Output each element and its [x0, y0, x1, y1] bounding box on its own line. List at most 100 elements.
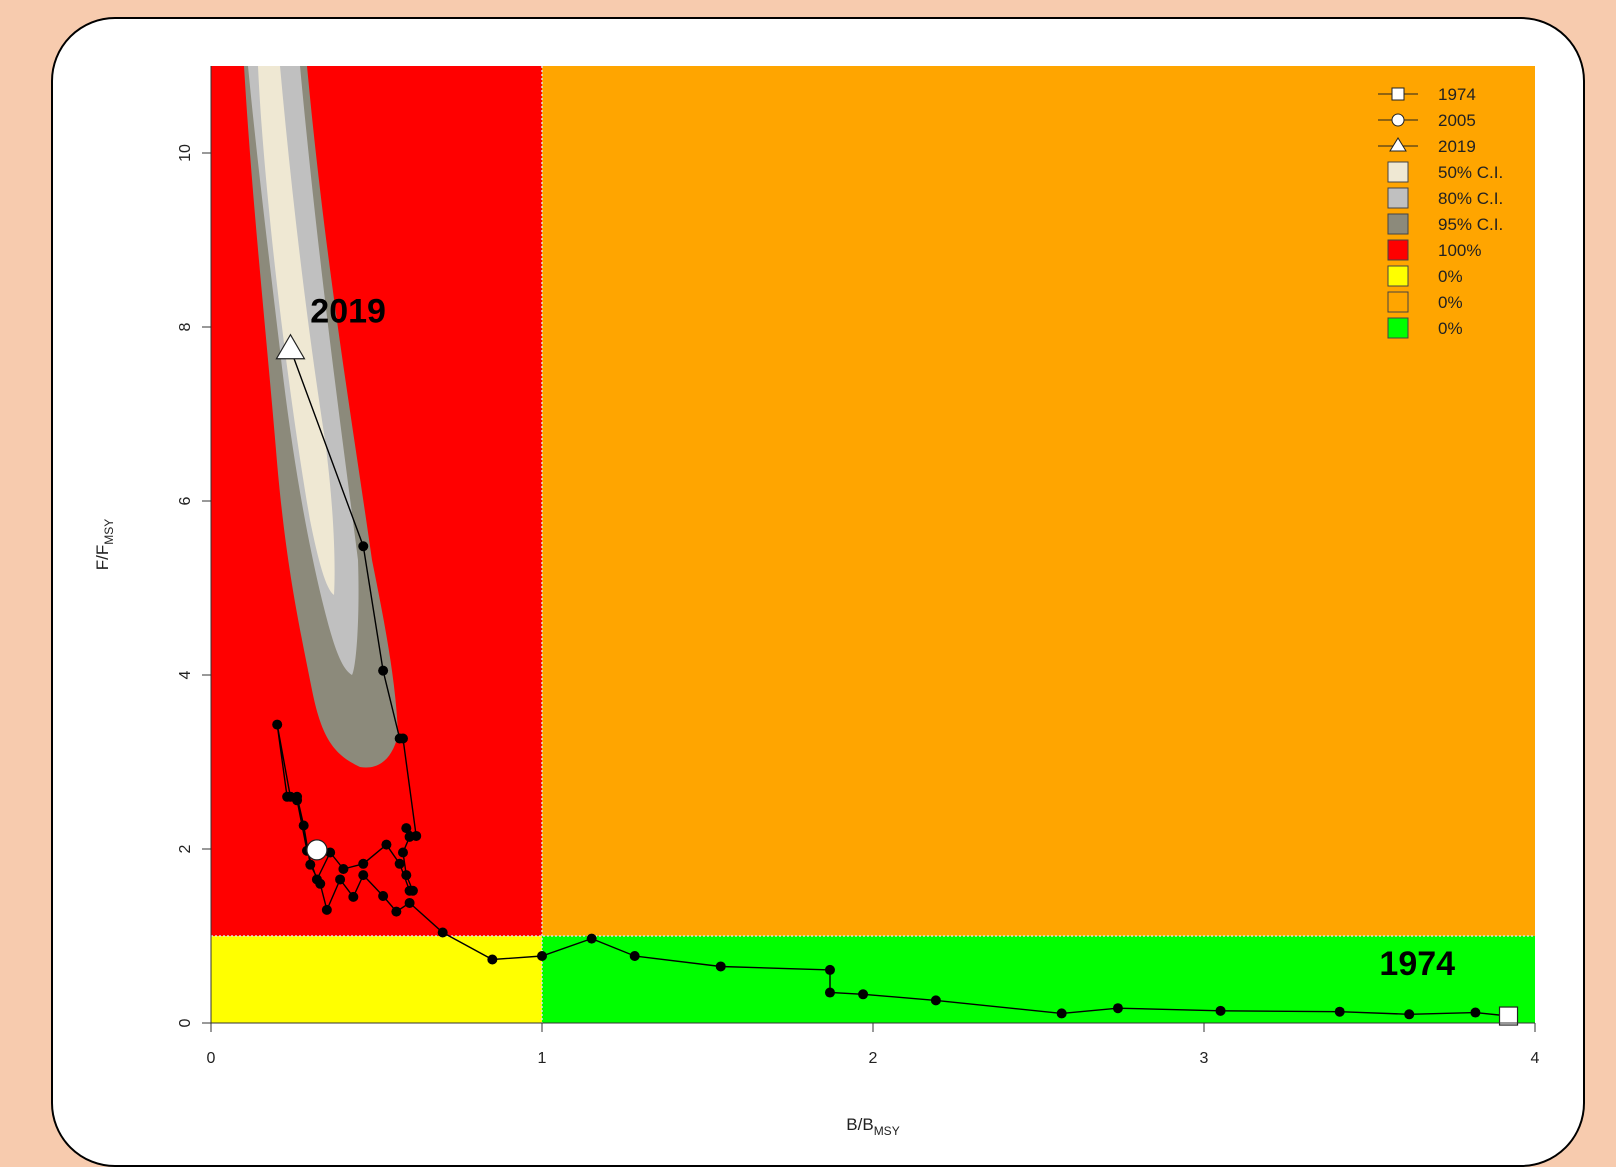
legend-swatch [1387, 291, 1409, 313]
y-tick-label: 2 [177, 844, 194, 853]
y-tick-label: 8 [177, 322, 194, 331]
legend-item: 0% [1387, 317, 1463, 339]
trajectory [272, 333, 1519, 1026]
legend-item: 0% [1387, 291, 1463, 313]
trajectory-point [391, 906, 402, 917]
legend-circle-icon [1391, 113, 1405, 127]
legend-item: 80% C.I. [1387, 187, 1503, 209]
trajectory-point [358, 858, 369, 869]
trajectory-point [1470, 1007, 1481, 1018]
legend-swatch [1387, 317, 1409, 339]
trajectory-point [305, 859, 316, 870]
legend-item: 95% C.I. [1387, 213, 1503, 235]
legend-item: 1974 [1378, 85, 1476, 104]
legend-swatch [1387, 265, 1409, 287]
trajectory-point [1404, 1009, 1415, 1020]
trajectory-point [358, 541, 369, 552]
quadrant-overfished [211, 936, 542, 1023]
quadrant-sustainable [542, 936, 1535, 1023]
y-tick-label: 0 [177, 1018, 194, 1027]
trajectory-point [487, 954, 498, 965]
legend: 1974 2005 2019 50% C.I. 80% C.I. 95% C.I. 100%… [1378, 85, 1503, 339]
trajectory-point [437, 927, 448, 938]
legend-item: 0% [1387, 265, 1463, 287]
trajectory-point [311, 874, 322, 885]
confidence-regions [244, 66, 398, 768]
legend-label: 0% [1438, 319, 1463, 338]
trajectory-point [378, 890, 389, 901]
trajectory-point [358, 870, 369, 881]
trajectory-point [335, 874, 346, 885]
marker-1974 [1498, 1006, 1519, 1026]
trajectory-point [401, 870, 412, 881]
legend-label: 100% [1438, 241, 1481, 260]
legend-item: 50% C.I. [1387, 161, 1503, 183]
trajectory-point [397, 847, 408, 858]
trajectory-point [824, 987, 835, 998]
trajectory-point [401, 823, 412, 834]
legend-label: 95% C.I. [1438, 215, 1503, 234]
quadrants [211, 66, 1535, 1023]
x-axis-title: B/BMSY [846, 1115, 899, 1138]
trajectory-point [338, 864, 349, 875]
trajectory-point [272, 719, 283, 730]
trajectory-point [381, 839, 392, 850]
y-axis-title-sub: MSY [102, 519, 116, 545]
legend-label: 2005 [1438, 111, 1476, 130]
legend-label: 80% C.I. [1438, 189, 1503, 208]
x-axis-title-main: B/B [846, 1115, 873, 1134]
trajectory-point [378, 665, 389, 676]
legend-square-icon [1391, 87, 1405, 101]
legend-swatch [1387, 161, 1409, 183]
legend-label: 50% C.I. [1438, 163, 1503, 182]
trajectory-point [404, 897, 415, 908]
x-tick-label: 1 [538, 1050, 547, 1067]
annotations: 2019 1974 [310, 293, 1455, 984]
legend-label: 0% [1438, 267, 1463, 286]
annotation-2019: 2019 [310, 293, 386, 331]
trajectory-point [858, 989, 869, 1000]
legend-label: 1974 [1438, 85, 1476, 104]
trajectory-point [1056, 1008, 1067, 1019]
legend-item: 2019 [1378, 137, 1476, 156]
trajectory-point [325, 847, 336, 858]
trajectory-point [348, 891, 359, 902]
x-tick-label: 3 [1200, 1050, 1209, 1067]
x-tick-label: 2 [869, 1050, 878, 1067]
trajectory-point [394, 733, 405, 744]
trajectory-point [407, 885, 418, 896]
trajectory-point [411, 830, 422, 841]
x-tick-label: 4 [1531, 1050, 1540, 1067]
trajectory-point [321, 904, 332, 915]
trajectory-point [282, 791, 293, 802]
trajectory-point [824, 964, 835, 975]
trajectory-point [586, 933, 597, 944]
trajectory-point [537, 951, 547, 962]
legend-swatch [1387, 187, 1409, 209]
x-axis-title-sub: MSY [874, 1124, 900, 1138]
y-tick-label: 6 [177, 496, 194, 505]
trajectory-point [1215, 1005, 1226, 1016]
marker-2005 [306, 839, 328, 861]
trajectory-point [1334, 1006, 1345, 1017]
legend-swatch [1387, 213, 1409, 235]
legend-item: 100% [1387, 239, 1481, 261]
trajectory-point [394, 858, 405, 869]
trajectory-point [1112, 1003, 1123, 1014]
legend-triangle-icon [1389, 137, 1407, 152]
quadrant-overfishing [542, 66, 1535, 936]
annotation-1974: 1974 [1379, 945, 1455, 983]
y-tick-label: 10 [177, 144, 194, 162]
trajectory-point [292, 795, 303, 806]
legend-label: 2019 [1438, 137, 1476, 156]
ci50-region [258, 66, 335, 595]
trajectory-point [930, 995, 941, 1006]
marker-2019 [275, 333, 306, 360]
trajectory-point [298, 820, 309, 831]
legend-label: 0% [1438, 293, 1463, 312]
x-tick-label: 0 [207, 1050, 216, 1067]
y-axis-title: F/FMSY [93, 519, 116, 571]
y-axis-title-main: F/F [93, 545, 112, 571]
